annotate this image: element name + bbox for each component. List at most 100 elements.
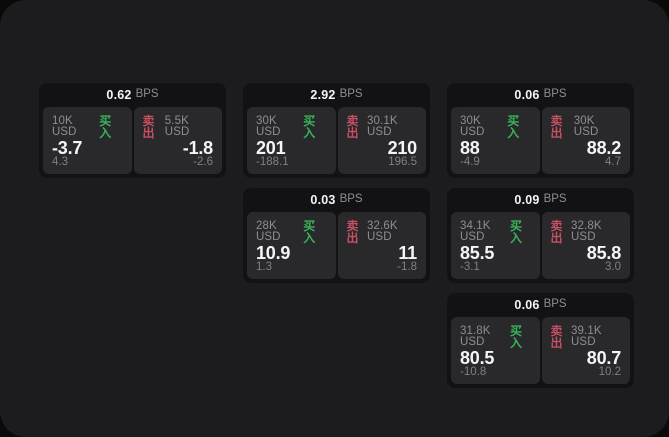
buy-price-value: -3.7 [52,138,83,158]
buy-change-value: -10.8 [460,366,487,378]
buy-side-label: 买入 [99,114,112,140]
buy-quote-panel[interactable]: 31.8K USD 买入 80.5 -10.8 [451,317,540,384]
sell-quote-panel[interactable]: 卖出 30.1K USD 210 196.5 [337,107,426,174]
bps-unit-label: BPS [339,88,363,101]
card-body: 30K USD 买入 201 -188.1 卖出 30.1K USD 210 1… [247,107,426,174]
buy-quote-panel[interactable]: 30K USD 买入 88 -4.9 [451,107,540,174]
bps-value: 0.09 [514,192,540,207]
buy-price-value: 80.5 [460,348,495,368]
bps-value: 0.06 [514,87,540,102]
sell-change-value: -2.6 [193,156,213,168]
buy-price-value: 10.9 [256,243,291,263]
buy-change-value: 4.3 [52,156,68,168]
sell-quote-panel[interactable]: 卖出 30K USD 88.2 4.7 [541,107,630,174]
sell-panel-header: 卖出 32.8K USD [551,220,622,244]
bps-value: 0.03 [310,192,336,207]
quotes-grid: 0.62 BPS 10K USD 买入 -3.7 4.3 卖出 5.5K USD… [39,83,634,388]
sell-panel-header: 卖出 5.5K USD [143,115,214,139]
buy-change-value: 1.3 [256,261,272,273]
quote-card: 0.03 BPS 28K USD 买入 10.9 1.3 卖出 32.6K US… [243,188,430,283]
sell-side-label: 卖出 [142,114,155,140]
card-header: 2.92 BPS [247,83,426,107]
buy-panel-header: 10K USD 买入 [52,115,123,139]
sell-side-label: 卖出 [550,114,563,140]
sell-panel-header: 卖出 30.1K USD [347,115,418,139]
bps-unit-label: BPS [339,193,363,206]
buy-panel-header: 30K USD 买入 [460,115,531,139]
buy-panel-header: 31.8K USD 买入 [460,325,531,349]
buy-size-label: 31.8K USD [460,324,491,348]
buy-side-label: 买入 [507,114,520,140]
buy-quote-panel[interactable]: 30K USD 买入 201 -188.1 [247,107,336,174]
sell-change-value: 196.5 [388,156,417,168]
buy-side-label: 买入 [509,324,522,350]
sell-size-label: 30.1K USD [367,114,398,138]
buy-price-value: 85.5 [460,243,495,263]
card-body: 10K USD 买入 -3.7 4.3 卖出 5.5K USD -1.8 -2.… [43,107,222,174]
buy-change-value: -4.9 [460,156,480,168]
quote-card: 0.09 BPS 34.1K USD 买入 85.5 -3.1 卖出 32.8K… [447,188,634,283]
card-body: 30K USD 买入 88 -4.9 卖出 30K USD 88.2 4.7 [451,107,630,174]
buy-size-label: 30K USD [460,114,485,138]
sell-panel-header: 卖出 32.6K USD [347,220,418,244]
sell-change-value: -1.8 [397,261,417,273]
sell-size-label: 39.1K USD [571,324,602,348]
sell-price-value: 80.7 [586,348,621,368]
bps-unit-label: BPS [543,193,567,206]
buy-size-label: 10K USD [52,114,77,138]
buy-size-label: 28K USD [256,219,281,243]
buy-quote-panel[interactable]: 10K USD 买入 -3.7 4.3 [43,107,132,174]
card-body: 34.1K USD 买入 85.5 -3.1 卖出 32.8K USD 85.8… [451,212,630,279]
sell-quote-panel[interactable]: 卖出 39.1K USD 80.7 10.2 [541,317,630,384]
buy-side-label: 买入 [509,219,522,245]
bps-unit-label: BPS [135,88,159,101]
sell-price-value: 88.2 [586,138,621,158]
sell-side-label: 卖出 [346,219,359,245]
sell-size-label: 32.6K USD [367,219,398,243]
quote-card: 2.92 BPS 30K USD 买入 201 -188.1 卖出 30.1K … [243,83,430,178]
card-body: 31.8K USD 买入 80.5 -10.8 卖出 39.1K USD 80.… [451,317,630,384]
sell-price-value: 210 [387,138,418,158]
bps-value: 0.62 [106,87,132,102]
card-header: 0.62 BPS [43,83,222,107]
sell-size-label: 32.8K USD [571,219,602,243]
quote-card: 0.06 BPS 30K USD 买入 88 -4.9 卖出 30K USD 8… [447,83,634,178]
buy-panel-header: 34.1K USD 买入 [460,220,531,244]
card-header: 0.06 BPS [451,293,630,317]
buy-quote-panel[interactable]: 28K USD 买入 10.9 1.3 [247,212,336,279]
sell-side-label: 卖出 [346,114,359,140]
sell-quote-panel[interactable]: 卖出 32.8K USD 85.8 3.0 [541,212,630,279]
buy-panel-header: 30K USD 买入 [256,115,327,139]
quote-card: 0.62 BPS 10K USD 买入 -3.7 4.3 卖出 5.5K USD… [39,83,226,178]
bps-value: 2.92 [310,87,336,102]
sell-side-label: 卖出 [550,219,563,245]
sell-change-value: 4.7 [605,156,621,168]
card-header: 0.06 BPS [451,83,630,107]
buy-change-value: -188.1 [256,156,289,168]
sell-price-value: -1.8 [182,138,213,158]
card-header: 0.03 BPS [247,188,426,212]
buy-price-value: 88 [460,138,480,158]
bps-unit-label: BPS [543,298,567,311]
card-header: 0.09 BPS [451,188,630,212]
buy-quote-panel[interactable]: 34.1K USD 买入 85.5 -3.1 [451,212,540,279]
sell-quote-panel[interactable]: 卖出 5.5K USD -1.8 -2.6 [133,107,222,174]
buy-side-label: 买入 [303,219,316,245]
sell-change-value: 10.2 [598,366,621,378]
buy-price-value: 201 [256,138,286,158]
sell-panel-header: 卖出 30K USD [551,115,622,139]
sell-change-value: 3.0 [605,261,621,273]
buy-panel-header: 28K USD 买入 [256,220,327,244]
sell-size-label: 5.5K USD [164,114,190,138]
buy-change-value: -3.1 [460,261,480,273]
sell-side-label: 卖出 [550,324,563,350]
sell-panel-header: 卖出 39.1K USD [551,325,622,349]
card-body: 28K USD 买入 10.9 1.3 卖出 32.6K USD 11 -1.8 [247,212,426,279]
buy-size-label: 30K USD [256,114,281,138]
bps-value: 0.06 [514,297,540,312]
sell-quote-panel[interactable]: 卖出 32.6K USD 11 -1.8 [337,212,426,279]
sell-price-value: 85.8 [586,243,621,263]
quote-card: 0.06 BPS 31.8K USD 买入 80.5 -10.8 卖出 39.1… [447,293,634,388]
